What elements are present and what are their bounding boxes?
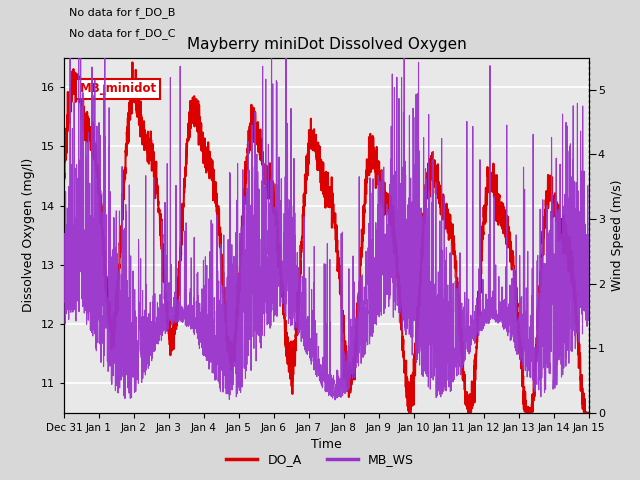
- Text: No data for f_DO_B: No data for f_DO_B: [69, 7, 175, 18]
- Y-axis label: Dissolved Oxygen (mg/l): Dissolved Oxygen (mg/l): [22, 158, 35, 312]
- X-axis label: Time: Time: [311, 438, 342, 451]
- Title: Mayberry miniDot Dissolved Oxygen: Mayberry miniDot Dissolved Oxygen: [186, 37, 467, 52]
- Text: No data for f_DO_C: No data for f_DO_C: [69, 28, 176, 39]
- Legend: DO_A, MB_WS: DO_A, MB_WS: [221, 448, 419, 471]
- Text: MB_minidot: MB_minidot: [80, 83, 157, 96]
- Y-axis label: Wind Speed (m/s): Wind Speed (m/s): [611, 180, 623, 291]
